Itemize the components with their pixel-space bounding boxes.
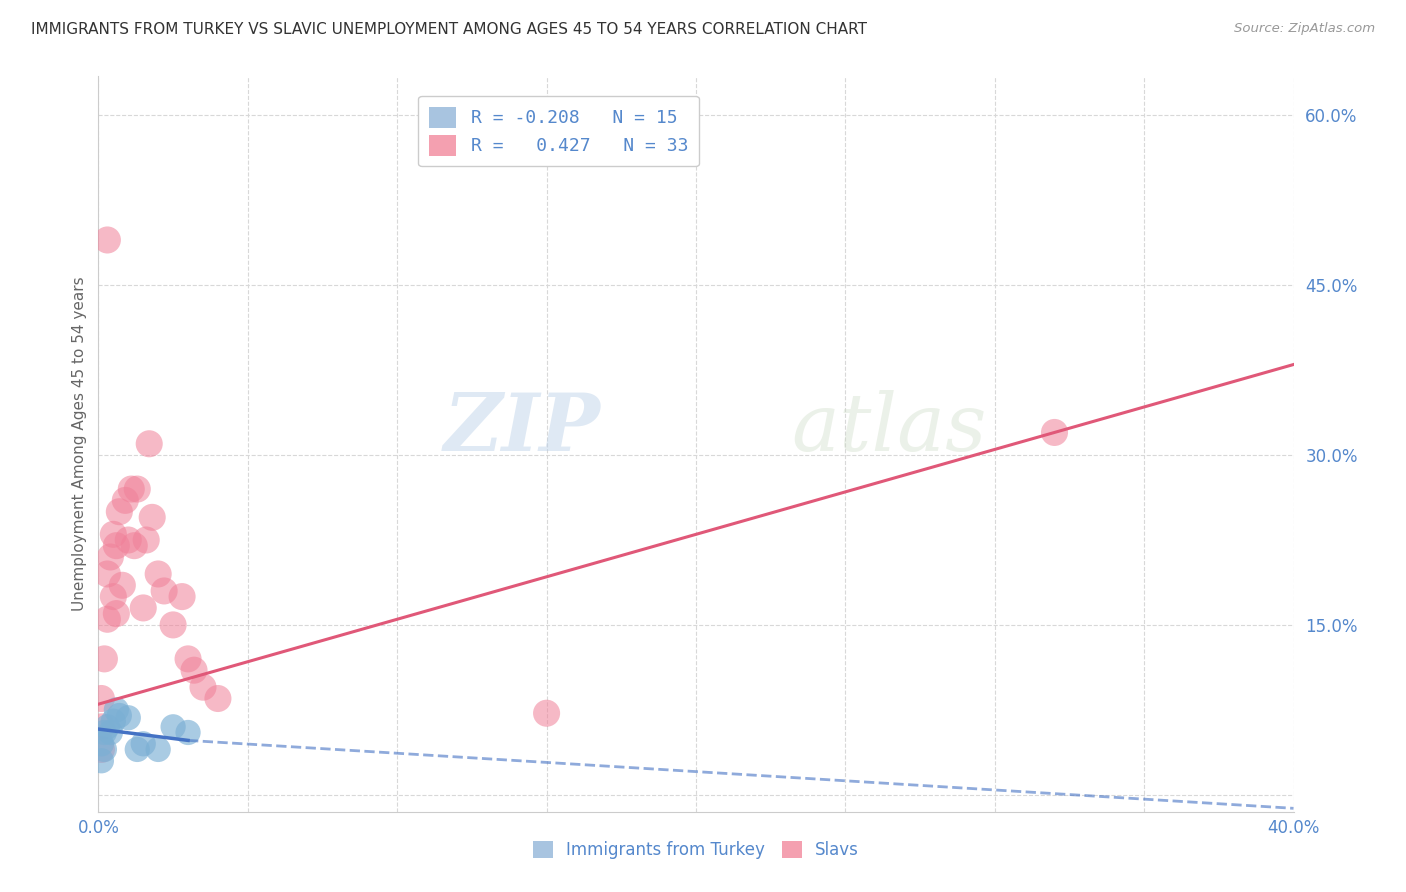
Point: [132, 601, 155, 615]
Point: [90, 742, 112, 756]
Point: [90, 737, 112, 751]
Point: [96, 233, 118, 247]
Legend: Immigrants from Turkey, Slavs: Immigrants from Turkey, Slavs: [526, 834, 866, 866]
Point: [105, 607, 128, 621]
Text: IMMIGRANTS FROM TURKEY VS SLAVIC UNEMPLOYMENT AMONG AGES 45 TO 54 YEARS CORRELAT: IMMIGRANTS FROM TURKEY VS SLAVIC UNEMPLO…: [31, 22, 868, 37]
Point: [96, 720, 118, 734]
Point: [90, 754, 112, 768]
Point: [138, 437, 160, 451]
Text: atlas: atlas: [792, 391, 987, 467]
Point: [93, 725, 115, 739]
Point: [132, 737, 155, 751]
Point: [1043, 425, 1066, 440]
Point: [141, 510, 163, 524]
Point: [162, 618, 184, 632]
Point: [103, 527, 125, 541]
Point: [105, 539, 128, 553]
Point: [127, 482, 149, 496]
Point: [207, 691, 229, 706]
Point: [124, 539, 146, 553]
Point: [103, 590, 125, 604]
Point: [103, 714, 125, 728]
Point: [93, 652, 115, 666]
Point: [177, 725, 200, 739]
Point: [111, 578, 134, 592]
Point: [90, 720, 112, 734]
Point: [114, 493, 136, 508]
Point: [105, 703, 128, 717]
Point: [172, 590, 194, 604]
Point: [93, 742, 115, 756]
Point: [127, 742, 149, 756]
Point: [191, 680, 214, 694]
Point: [108, 708, 131, 723]
Point: [148, 742, 170, 756]
Point: [135, 533, 157, 547]
Text: Source: ZipAtlas.com: Source: ZipAtlas.com: [1234, 22, 1375, 36]
Text: ZIP: ZIP: [443, 391, 600, 467]
Point: [98, 725, 122, 739]
Point: [117, 533, 139, 547]
Point: [162, 720, 184, 734]
Point: [148, 566, 170, 581]
Point: [536, 706, 558, 721]
Y-axis label: Unemployment Among Ages 45 to 54 years: Unemployment Among Ages 45 to 54 years: [72, 277, 87, 611]
Point: [108, 505, 131, 519]
Point: [117, 711, 139, 725]
Point: [96, 566, 118, 581]
Point: [90, 691, 112, 706]
Point: [183, 663, 205, 677]
Point: [98, 549, 122, 564]
Point: [153, 584, 176, 599]
Point: [120, 482, 142, 496]
Point: [96, 612, 118, 626]
Point: [177, 652, 200, 666]
